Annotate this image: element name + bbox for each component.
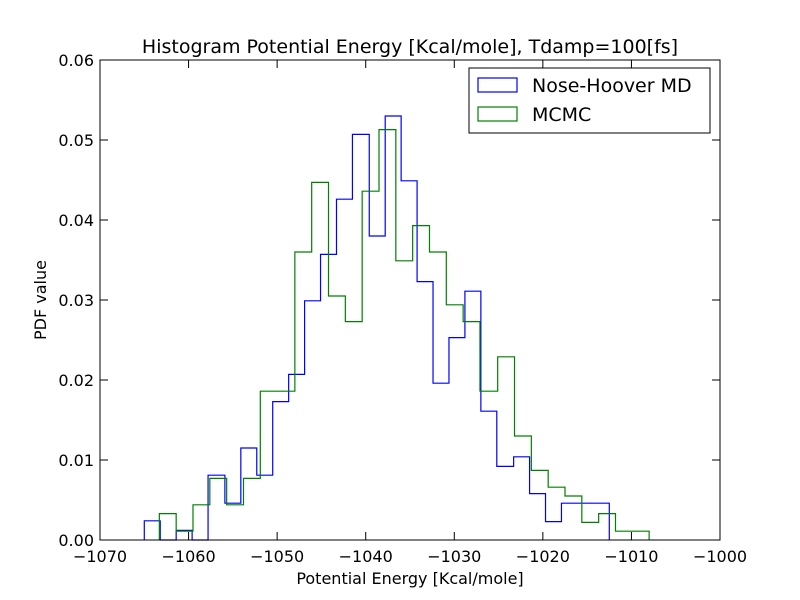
legend-label-nose-hoover: Nose-Hoover MD bbox=[532, 75, 692, 97]
y-tick-label: 0.06 bbox=[58, 51, 94, 70]
y-tick-label: 0.04 bbox=[58, 211, 94, 230]
x-tick-label: −1010 bbox=[604, 547, 658, 566]
chart-title: Histogram Potential Energy [Kcal/mole], … bbox=[142, 36, 678, 58]
legend: Nose-Hoover MD MCMC bbox=[468, 67, 711, 134]
x-tick-label: −1000 bbox=[693, 547, 747, 566]
plot-area-frame bbox=[99, 59, 721, 541]
x-tick-label: −1070 bbox=[73, 547, 127, 566]
x-tick-label: −1060 bbox=[162, 547, 216, 566]
y-tick-label: 0.05 bbox=[58, 131, 94, 150]
histogram-series-0 bbox=[143, 115, 610, 541]
series-layer bbox=[143, 115, 650, 541]
legend-label-mcmc: MCMC bbox=[532, 104, 591, 126]
x-tick-label: −1040 bbox=[339, 547, 393, 566]
y-tick-label: 0.01 bbox=[58, 451, 94, 470]
x-axis-label: Potential Energy [Kcal/mole] bbox=[296, 569, 523, 588]
legend-swatch-mcmc bbox=[477, 106, 518, 122]
y-tick-label: 0.02 bbox=[58, 371, 94, 390]
x-tick-label: −1030 bbox=[427, 547, 481, 566]
legend-box bbox=[468, 67, 711, 134]
x-tick-label: −1050 bbox=[250, 547, 304, 566]
x-axis-ticks: −1070 −1060 −1050 −1040 −1030 −1020 −1010 −1000 bbox=[73, 60, 747, 566]
histogram-series-1 bbox=[158, 129, 650, 540]
legend-swatch-nose-hoover bbox=[477, 77, 518, 93]
x-tick-label: −1020 bbox=[516, 547, 570, 566]
y-tick-label: 0.00 bbox=[58, 531, 94, 550]
y-tick-label: 0.03 bbox=[58, 291, 94, 310]
y-axis-label: PDF value bbox=[31, 260, 50, 340]
